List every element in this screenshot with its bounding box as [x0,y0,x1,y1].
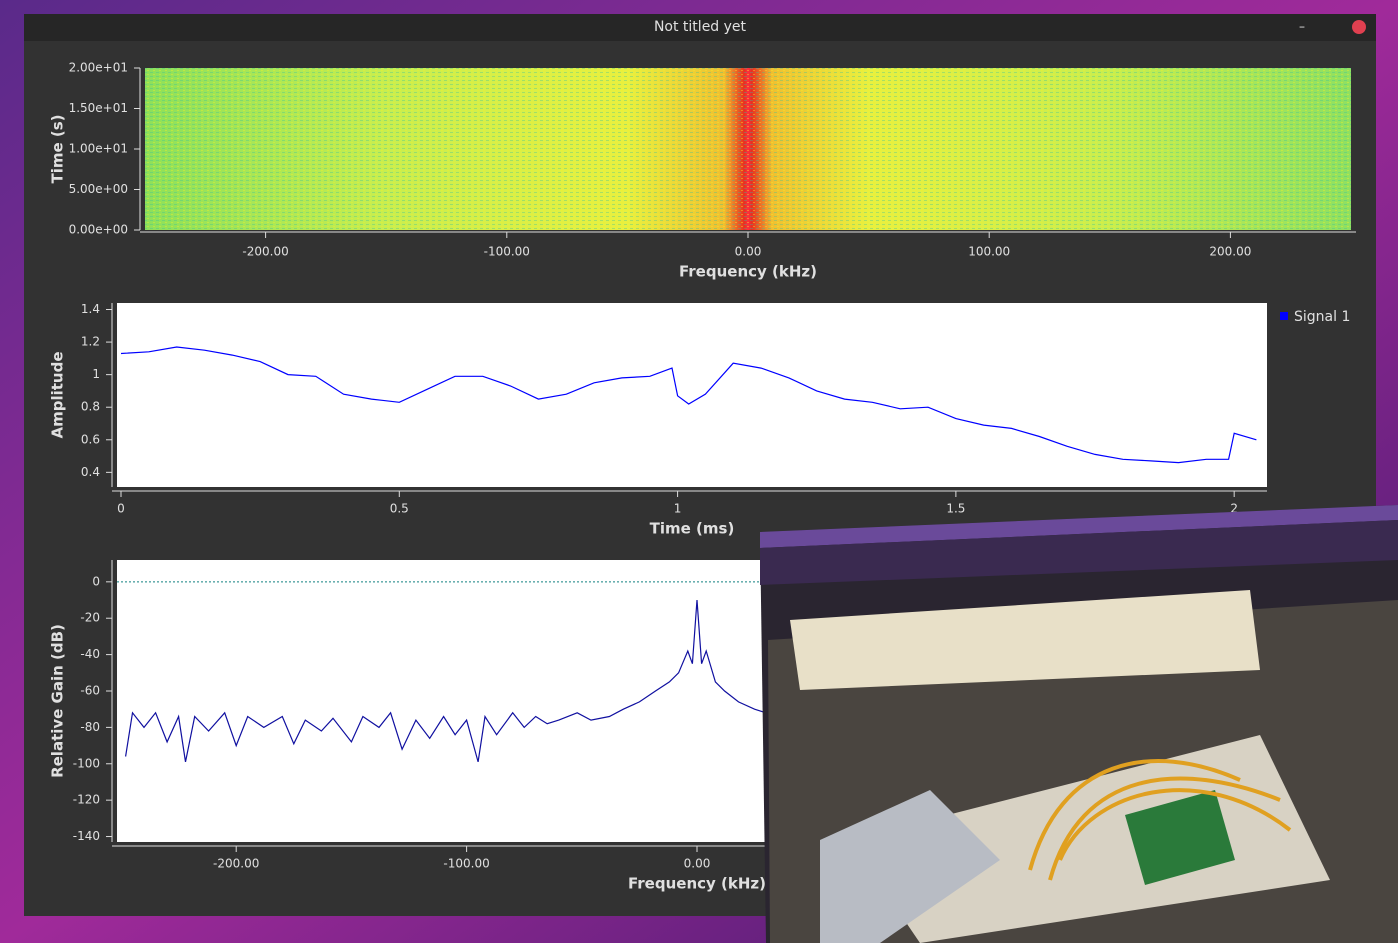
minimize-button[interactable]: – [1299,20,1305,34]
x-tick-label: 1 [674,502,682,516]
y-tick-label: 1.2 [81,335,100,349]
y-tick-label: 1.50e+01 [69,101,128,115]
y-tick-label: -100 [73,756,100,770]
y-tick-label: -20 [80,611,100,625]
y-tick-label: 5.00e+00 [69,182,128,196]
series-line [120,346,1257,464]
photo-module [820,790,1000,943]
photo-taskbar [760,505,1398,548]
photo-board [1125,790,1235,885]
x-tick-label: -100.00 [443,857,489,871]
x-tick-label: 200.00 [1209,245,1251,259]
photo-wires [1028,759,1292,881]
x-tick-label: 1.5 [946,502,965,516]
x-tick-label: 2 [1230,502,1238,516]
photo-taskbar [760,520,1398,585]
y-tick-label: 1.4 [81,302,100,316]
x-tick-label: 0.5 [390,502,409,516]
y-tick-label: 0.4 [81,465,100,479]
series-line [125,599,767,763]
window-title: Not titled yet [654,19,747,35]
y-tick-label: 0.00e+00 [69,223,128,237]
x-axis-label: Frequency (kHz) [679,263,817,281]
y-tick-label: 2.00e+01 [69,61,128,75]
y-tick-label: -40 [80,647,100,661]
x-tick-label: 0 [117,502,125,516]
y-tick-label: 0.6 [81,432,100,446]
y-tick-label: -60 [80,683,100,697]
x-tick-label: -200.00 [242,245,288,259]
waterfall-noise [145,68,1351,230]
legend-label: Signal 1 [1294,309,1350,325]
x-axis-label: Time (ms) [650,520,735,538]
photo-overlay [760,505,1398,943]
x-tick-label: -200.00 [213,857,259,871]
y-tick-label: -80 [80,720,100,734]
y-tick-label: 1.00e+01 [69,142,128,156]
x-tick-label: 0.00 [735,245,762,259]
y-axis-label: Amplitude [49,351,67,438]
x-tick-label: 100.00 [968,245,1010,259]
photo-breadboard [850,735,1330,943]
photo-lamp [790,590,1260,690]
plot-area [117,303,1267,487]
y-tick-label: 0.8 [81,400,100,414]
x-tick-label: -100.00 [484,245,530,259]
legend-swatch [1280,312,1288,320]
title-bar [24,14,1376,41]
y-axis-label: Relative Gain (dB) [49,624,67,778]
x-tick-label: 0.00 [684,857,711,871]
y-tick-label: -140 [73,829,100,843]
y-tick-label: 1 [92,367,100,381]
y-tick-label: -120 [73,793,100,807]
x-axis-label: Frequency (kHz) [628,875,766,893]
close-button[interactable] [1352,20,1366,34]
y-axis-label: Time (s) [49,114,67,183]
y-tick-label: 0 [92,574,100,588]
